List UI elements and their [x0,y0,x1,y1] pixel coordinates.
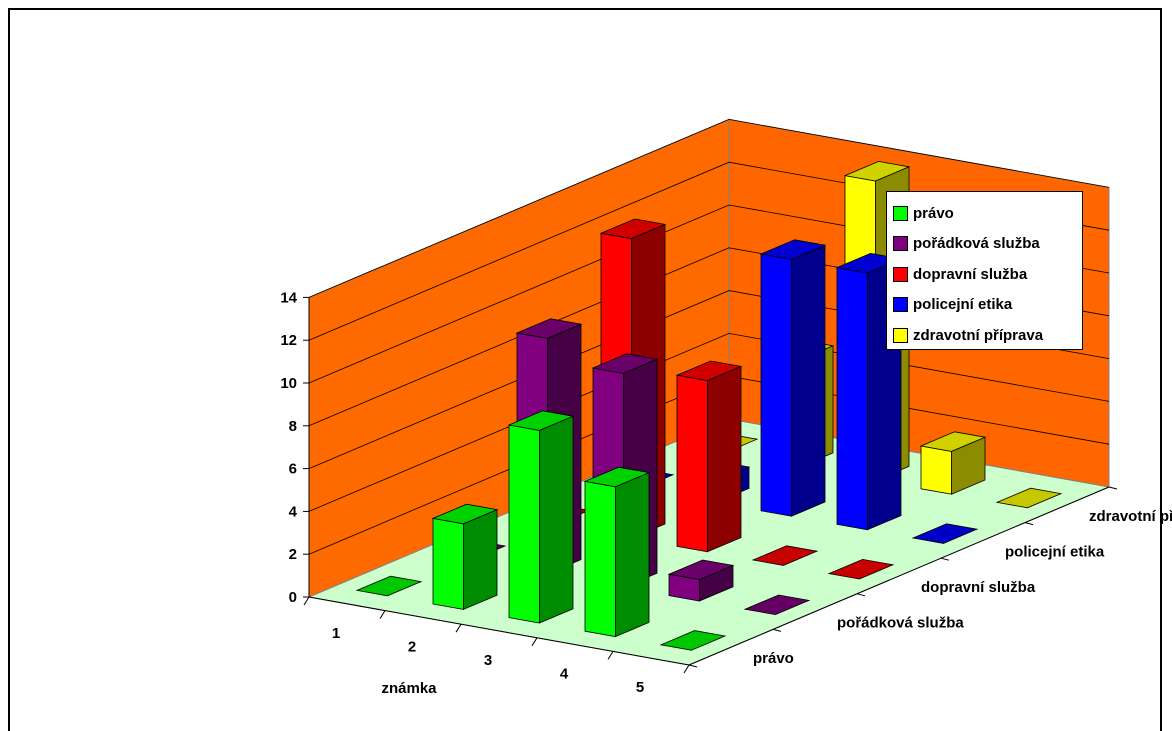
legend-swatch [893,327,908,343]
bar-front [584,480,616,638]
x-tick-label: 5 [636,679,644,696]
x-tick-label: 4 [560,666,569,683]
legend-item: právo [893,198,1082,229]
bar-side [707,365,742,553]
series-axis-label: policejní etika [1005,543,1105,560]
legend-swatch [893,236,908,252]
series-tick-mark [940,557,950,561]
series-axis-line [688,486,1110,666]
bar-zero [751,545,819,566]
bar-zero [827,558,895,580]
x-tick-mark [683,664,690,674]
bar-top [431,503,499,525]
gridline [308,332,1110,512]
bar-top [843,160,911,182]
bar-side [791,244,826,517]
x-tick-mark [531,637,538,647]
bar-top [667,559,735,581]
x-tick-mark [607,651,614,660]
bar-zero [995,487,1063,509]
legend-label: policejní etika [913,296,1013,314]
legend-item: pořádková služba [893,229,1082,260]
y-tick-label: 14 [280,289,297,306]
legend-item: dopravní služba [893,259,1082,290]
bar-top [591,353,659,374]
y-tick-label: 12 [280,332,297,349]
x-axis-title: známka [381,680,437,697]
x-axis-line [308,596,690,666]
legend-item: policejní etika [893,290,1082,321]
bar-top [507,410,575,431]
bar-front [676,374,708,553]
gridline [308,118,1110,298]
series-axis-label: dopravní služba [921,579,1036,596]
bar-front [760,253,792,517]
y-tick-label: 8 [289,418,297,435]
legend: právo pořádková služba dopravní služba p… [886,191,1083,350]
legend-swatch [893,266,908,282]
series-axis-label: právo [753,650,794,667]
series-tick-mark [856,593,866,597]
bar-side [615,471,650,638]
bar-top [599,218,667,240]
legend-label: dopravní služba [913,265,1028,283]
x-tick-mark [303,596,310,606]
x-tick-mark [455,623,462,633]
bar-zero [743,594,811,616]
legend-label: zdravotní příprava [913,326,1044,344]
bar-zero [355,575,423,597]
series-tick-mark [688,664,698,668]
bar-front [508,424,540,624]
legend-label: pořádková služba [913,235,1040,253]
bar-top [919,431,987,452]
x-tick-label: 1 [332,625,340,642]
series-axis-label: zdravotní příprava [1089,508,1172,525]
x-tick-mark [379,610,386,619]
bar-front [920,445,952,495]
bar-top [759,239,827,260]
legend-swatch [893,205,908,221]
bar-top [675,360,743,382]
bar-top [583,466,651,488]
legend-label: právo [913,204,954,222]
series-tick-mark [772,628,782,632]
bar-side [539,415,574,624]
series-tick-mark [1024,522,1034,526]
y-tick-label: 10 [280,375,297,392]
legend-item: zdravotní příprava [893,320,1082,351]
y-tick-label: 6 [289,461,297,478]
series-tick-mark [1108,486,1118,490]
bar-zero [659,630,727,651]
series-axis-label: pořádková služba [837,615,964,632]
y-tick-label: 4 [289,503,298,520]
legend-swatch [893,297,908,313]
bar-front [432,517,464,610]
bar-side [462,508,498,611]
bar-top [515,318,583,339]
y-tick-label: 0 [289,589,297,606]
x-tick-label: 2 [408,638,416,655]
bar-zero [911,523,979,544]
y-tick-label: 2 [289,546,297,563]
bar-front [836,267,868,531]
x-tick-label: 3 [484,652,492,669]
